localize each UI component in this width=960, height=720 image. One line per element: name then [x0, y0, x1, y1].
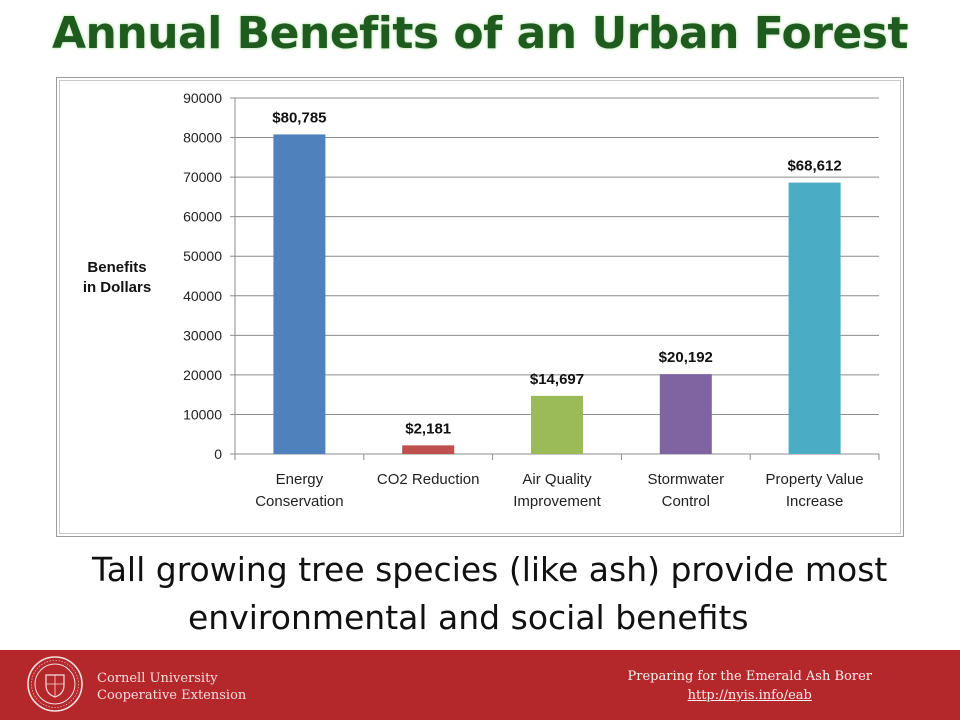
- y-tick-label: 50000: [183, 248, 222, 264]
- bar-data-label: $20,192: [659, 349, 713, 366]
- slide-title: Annual Benefits of an Urban Forest: [52, 8, 908, 59]
- caption-line-1: Tall growing tree species (like ash) pro…: [92, 550, 888, 589]
- x-category-label: Increase: [786, 493, 844, 510]
- bar-data-label: $68,612: [787, 158, 841, 175]
- chart-frame: 0 10000 20000 30000 40000 50000 60000 70000 8000…: [56, 77, 904, 537]
- x-category-label: Property Value: [766, 471, 864, 488]
- y-tick-label: 10000: [183, 406, 222, 422]
- x-category-label: Improvement: [513, 493, 601, 510]
- y-tick-label: 40000: [183, 288, 222, 304]
- caption-line-2: environmental and social benefits: [188, 598, 749, 637]
- bar-data-label: $2,181: [405, 420, 451, 437]
- promo-link[interactable]: http://nyis.info/eab: [687, 688, 812, 703]
- bar-data-label: $14,697: [530, 371, 584, 388]
- y-tick-label: 70000: [183, 169, 222, 185]
- x-category-label: CO2 Reduction: [377, 471, 480, 488]
- bar: [659, 374, 712, 454]
- cornell-seal-icon: [27, 656, 83, 712]
- y-tick-label: 80000: [183, 130, 222, 146]
- y-tick-label: 30000: [183, 327, 222, 343]
- y-axis-label: in Dollars: [83, 279, 151, 296]
- x-category-label: Air Quality: [522, 471, 592, 488]
- promo-text: Preparing for the Emerald Ash Borer: [627, 669, 873, 684]
- x-category-label: Conservation: [255, 493, 343, 510]
- bar: [788, 182, 841, 454]
- bar-data-label: $80,785: [272, 109, 326, 126]
- footer-bar: Cornell University Cooperative Extension…: [0, 650, 960, 720]
- y-tick-label: 20000: [183, 367, 222, 383]
- bar: [273, 134, 326, 454]
- y-axis-label: Benefits: [87, 259, 146, 276]
- org-name-line-1: Cornell University: [97, 671, 218, 686]
- org-name: Cornell University Cooperative Extension: [97, 670, 246, 704]
- x-category-label: Control: [662, 493, 710, 510]
- bar: [402, 445, 455, 454]
- x-category-label: Stormwater: [647, 471, 724, 488]
- slide-caption: Tall growing tree species (like ash) pro…: [60, 546, 940, 642]
- promo-block: Preparing for the Emerald Ash Borer http…: [628, 667, 873, 705]
- y-tick-label: 60000: [183, 209, 222, 225]
- benefits-bar-chart: 0 10000 20000 30000 40000 50000 60000 70000 8000…: [83, 90, 880, 510]
- org-name-line-2: Cooperative Extension: [97, 688, 247, 703]
- x-category-label: Energy: [276, 471, 324, 488]
- y-tick-label: 0: [214, 446, 222, 462]
- bar: [531, 395, 583, 454]
- y-tick-label: 90000: [183, 90, 222, 106]
